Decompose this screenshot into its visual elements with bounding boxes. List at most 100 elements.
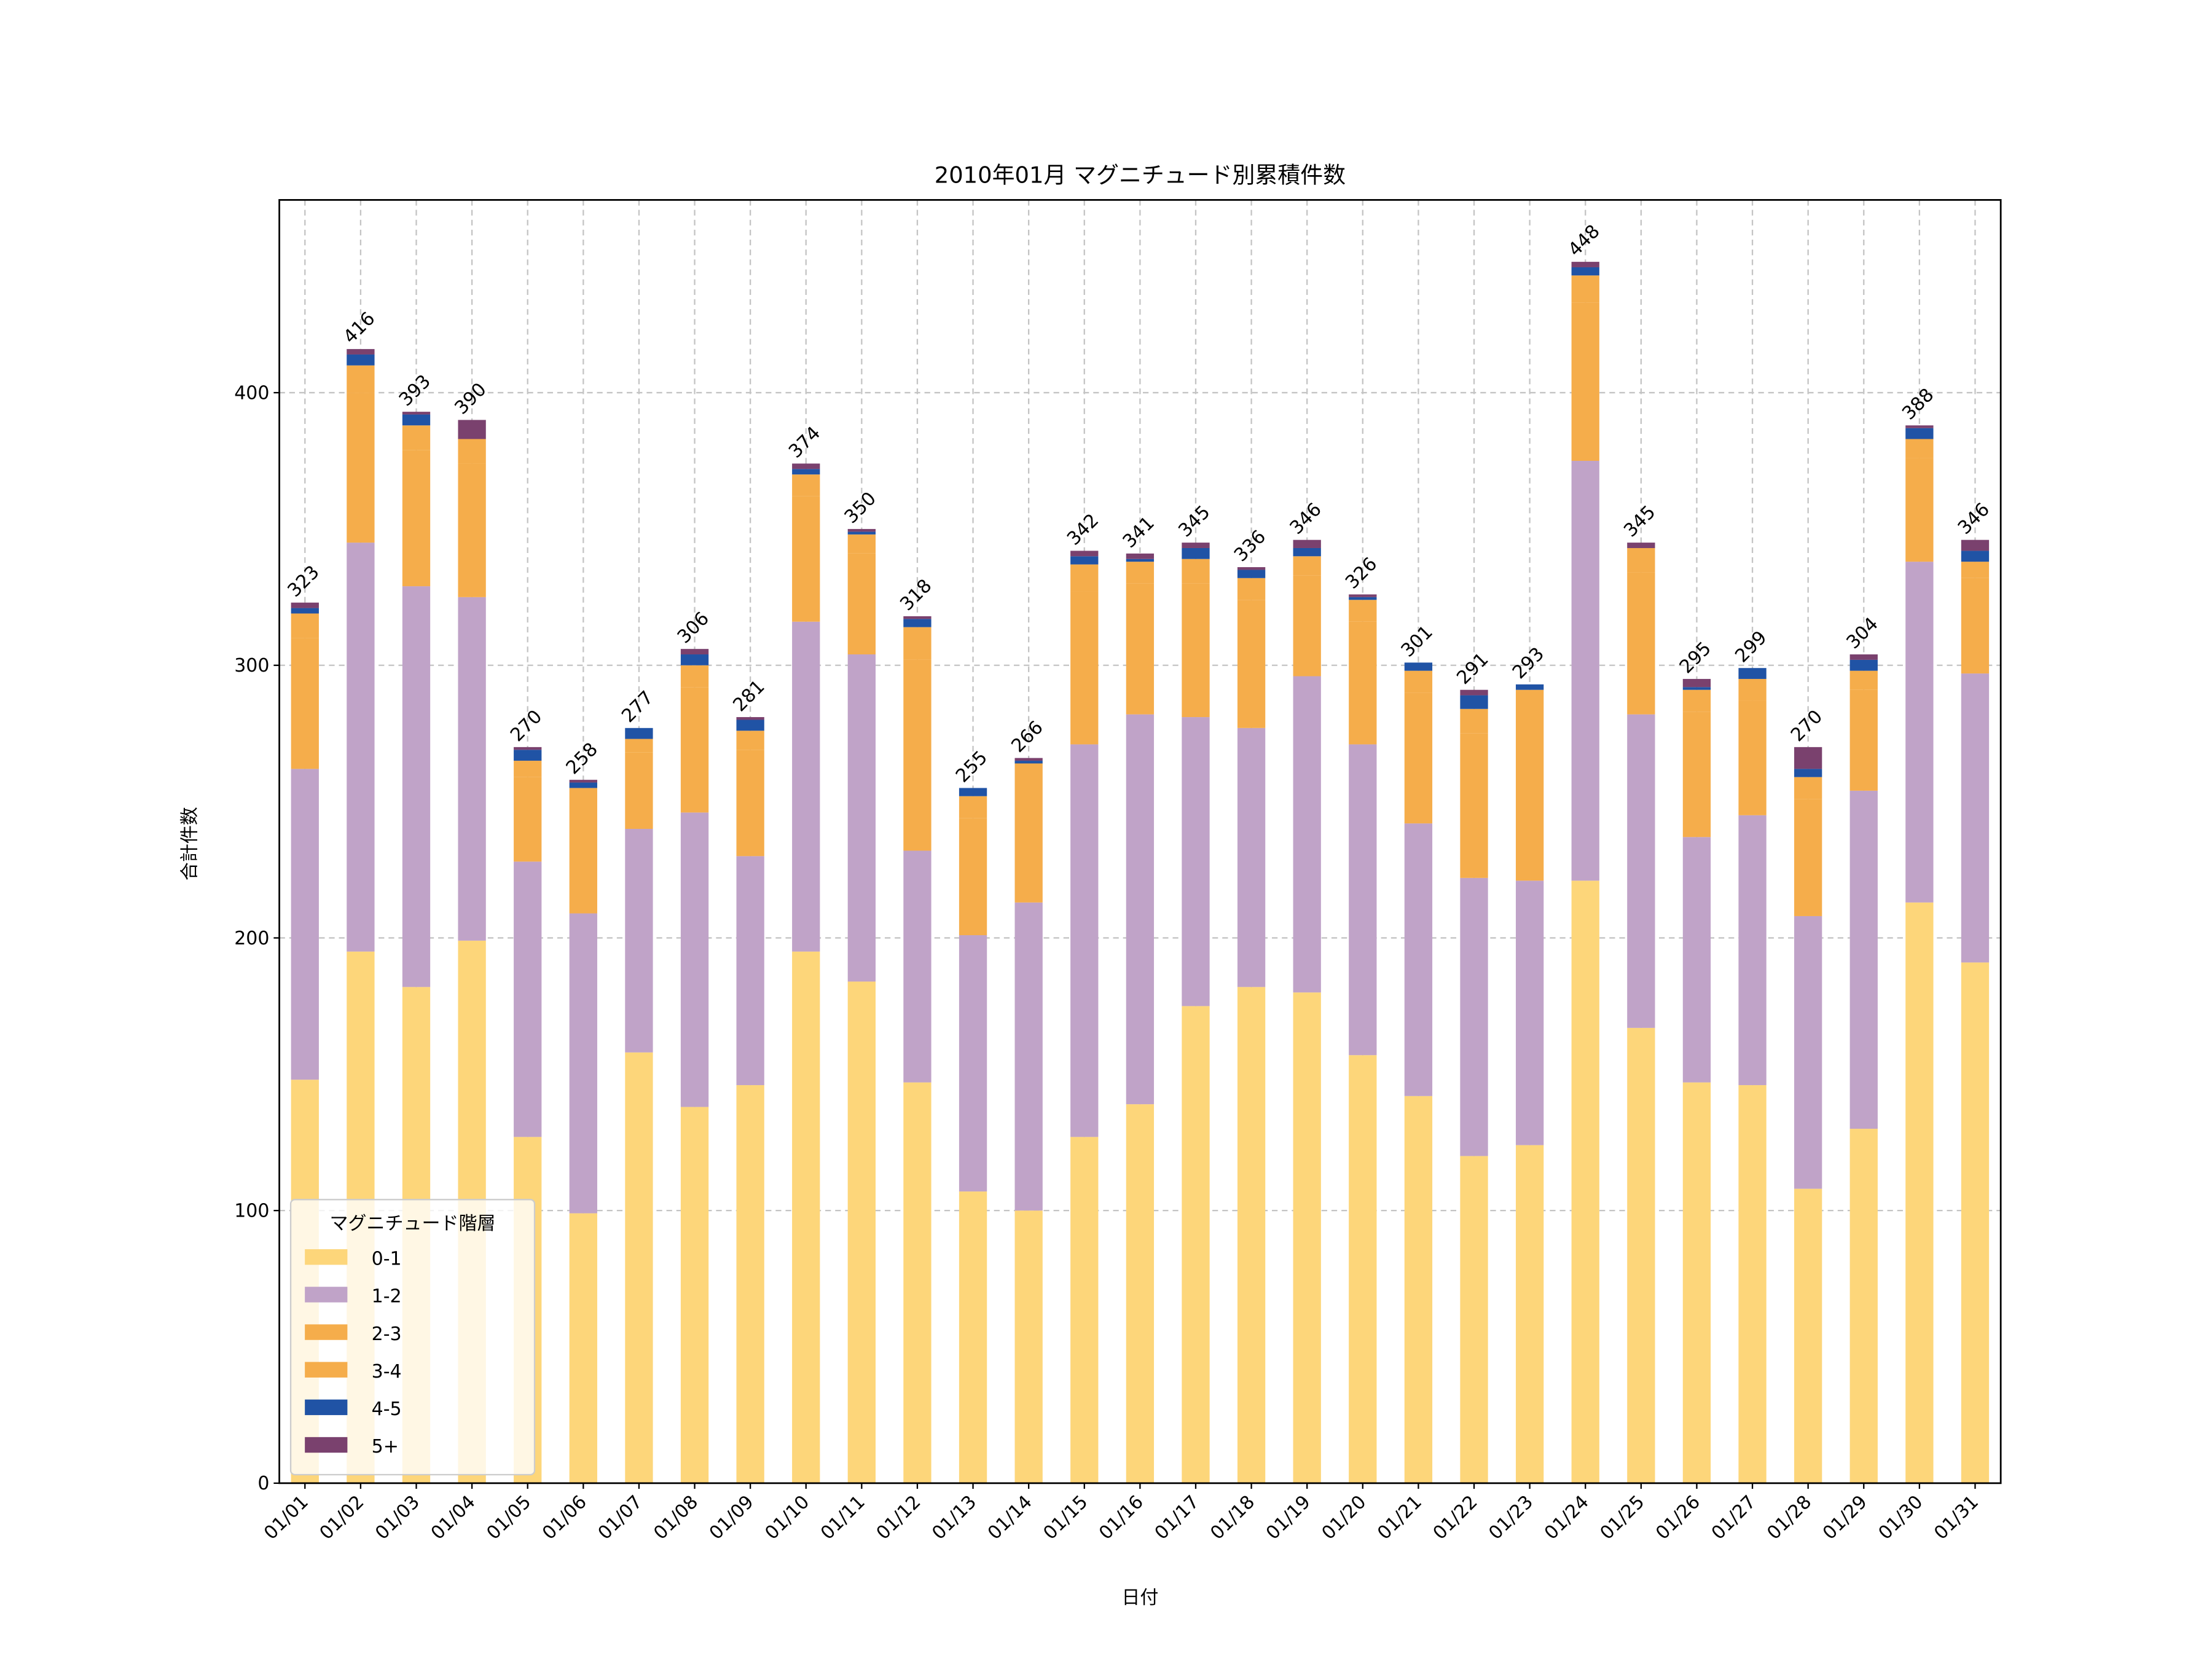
bar-segment-5+ [1905, 425, 1934, 428]
bar-segment-3-4 [1515, 689, 1544, 720]
bar-segment-2-3 [847, 553, 876, 655]
bar-segment-0-1 [1349, 1055, 1377, 1483]
bar-segment-1-2 [458, 597, 486, 941]
bar-segment-1-2 [1182, 717, 1210, 1006]
bar-segment-2-3 [514, 777, 542, 862]
bar-segment-0-1 [1961, 962, 1990, 1483]
bar-segment-1-2 [1070, 744, 1099, 1137]
bar-segment-5+ [736, 717, 764, 720]
bar-segment-3-4 [291, 613, 319, 638]
bar-segment-2-3 [1126, 583, 1155, 715]
bar-segment-5+ [402, 412, 431, 415]
bars [291, 262, 1990, 1483]
bar-segment-3-4 [959, 796, 987, 818]
bar-segment-4-5 [1682, 687, 1711, 690]
bar-segment-0-1 [792, 951, 820, 1483]
bar-segment-4-5 [959, 788, 987, 796]
bar-segment-1-2 [402, 586, 431, 987]
bar-segment-2-3 [736, 750, 764, 857]
bar-segment-0-1 [847, 981, 876, 1483]
legend-swatch-0-1 [305, 1249, 348, 1265]
bar-segment-5+ [1349, 594, 1377, 597]
bar-segment-4-5 [1293, 547, 1321, 557]
bar-segment-3-4 [680, 665, 709, 688]
bar-segment-5+ [1182, 543, 1210, 548]
bar-segment-4-5 [1237, 570, 1266, 578]
bar-segment-5+ [458, 420, 486, 439]
bar-segment-3-4 [1070, 564, 1099, 592]
bar-segment-5+ [1293, 539, 1321, 548]
bar-segment-3-4 [1182, 559, 1210, 584]
bar-segment-4-5 [1571, 267, 1599, 276]
bar-segment-0-1 [625, 1052, 653, 1483]
bar-segment-3-4 [1349, 600, 1377, 622]
bar-segment-5+ [1070, 551, 1099, 557]
chart-title: 2010年01月 マグニチュード別累積件数 [935, 162, 1346, 189]
bar-segment-2-3 [1404, 692, 1433, 824]
legend-swatch-3-4 [305, 1362, 348, 1378]
bar-segment-1-2 [1905, 562, 1934, 903]
bar-segment-2-3 [1182, 583, 1210, 718]
bar-segment-0-1 [1849, 1129, 1878, 1483]
bar-segment-2-3 [680, 687, 709, 813]
bar-segment-4-5 [1794, 769, 1822, 777]
bar-segment-5+ [514, 747, 542, 750]
bar-segment-2-3 [347, 393, 375, 543]
bar-segment-3-4 [458, 439, 486, 464]
bar-segment-2-3 [1794, 799, 1822, 916]
y-tick-label: 200 [234, 928, 269, 949]
bar-segment-3-4 [847, 534, 876, 554]
bar-segment-3-4 [1404, 670, 1433, 693]
bar-segment-3-4 [402, 425, 431, 450]
bar-segment-3-4 [625, 739, 653, 753]
bar-segment-1-2 [1515, 880, 1544, 1145]
bar-segment-4-5 [1961, 551, 1990, 562]
bar-segment-1-2 [291, 769, 319, 1080]
bar-segment-2-3 [1682, 712, 1711, 837]
bar-segment-0-1 [569, 1213, 597, 1483]
bar-segment-0-1 [959, 1191, 987, 1483]
bar-segment-1-2 [1460, 877, 1488, 1156]
bar-segment-4-5 [514, 750, 542, 761]
bar-segment-5+ [569, 780, 597, 783]
bar-segment-0-1 [1237, 987, 1266, 1483]
bar-segment-3-4 [1794, 777, 1822, 799]
bar-segment-0-1 [1014, 1210, 1043, 1483]
bar-segment-1-2 [1293, 676, 1321, 993]
bar-segment-2-3 [1961, 578, 1990, 674]
bar-segment-2-3 [1905, 458, 1934, 562]
bar-segment-4-5 [569, 782, 597, 788]
bar-segment-5+ [291, 602, 319, 608]
bar-segment-2-3 [1460, 733, 1488, 878]
legend-label-2-3: 2-3 [372, 1324, 402, 1345]
bar-segment-1-2 [903, 850, 931, 1083]
legend-swatch-4-5 [305, 1399, 348, 1416]
bar-segment-1-2 [1738, 815, 1767, 1086]
bar-segment-1-2 [1237, 728, 1266, 987]
bar-segment-5+ [847, 528, 876, 532]
bar-segment-1-2 [1627, 714, 1655, 1028]
bar-segment-2-3 [402, 450, 431, 587]
bar-segment-2-3 [1571, 302, 1599, 461]
bar-segment-3-4 [1014, 763, 1043, 785]
bar-segment-3-4 [792, 474, 820, 496]
bar-segment-3-4 [1237, 578, 1266, 600]
bar-segment-2-3 [1849, 689, 1878, 791]
bar-segment-2-3 [792, 496, 820, 622]
bar-segment-4-5 [680, 654, 709, 665]
y-axis-label: 合計件数 [179, 807, 200, 880]
bar-segment-0-1 [1460, 1156, 1488, 1483]
legend-label-3-4: 3-4 [372, 1361, 402, 1382]
bar-segment-0-1 [1627, 1027, 1655, 1483]
bar-segment-3-4 [1571, 275, 1599, 303]
bar-segment-1-2 [1349, 744, 1377, 1056]
bar-segment-1-2 [680, 812, 709, 1107]
bar-segment-2-3 [1237, 600, 1266, 728]
bar-segment-3-4 [1682, 689, 1711, 712]
bar-segment-4-5 [625, 728, 653, 739]
bar-segment-5+ [680, 649, 709, 655]
bar-segment-5+ [1682, 678, 1711, 688]
legend-label-0-1: 0-1 [372, 1248, 402, 1269]
bar-segment-2-3 [1738, 700, 1767, 815]
